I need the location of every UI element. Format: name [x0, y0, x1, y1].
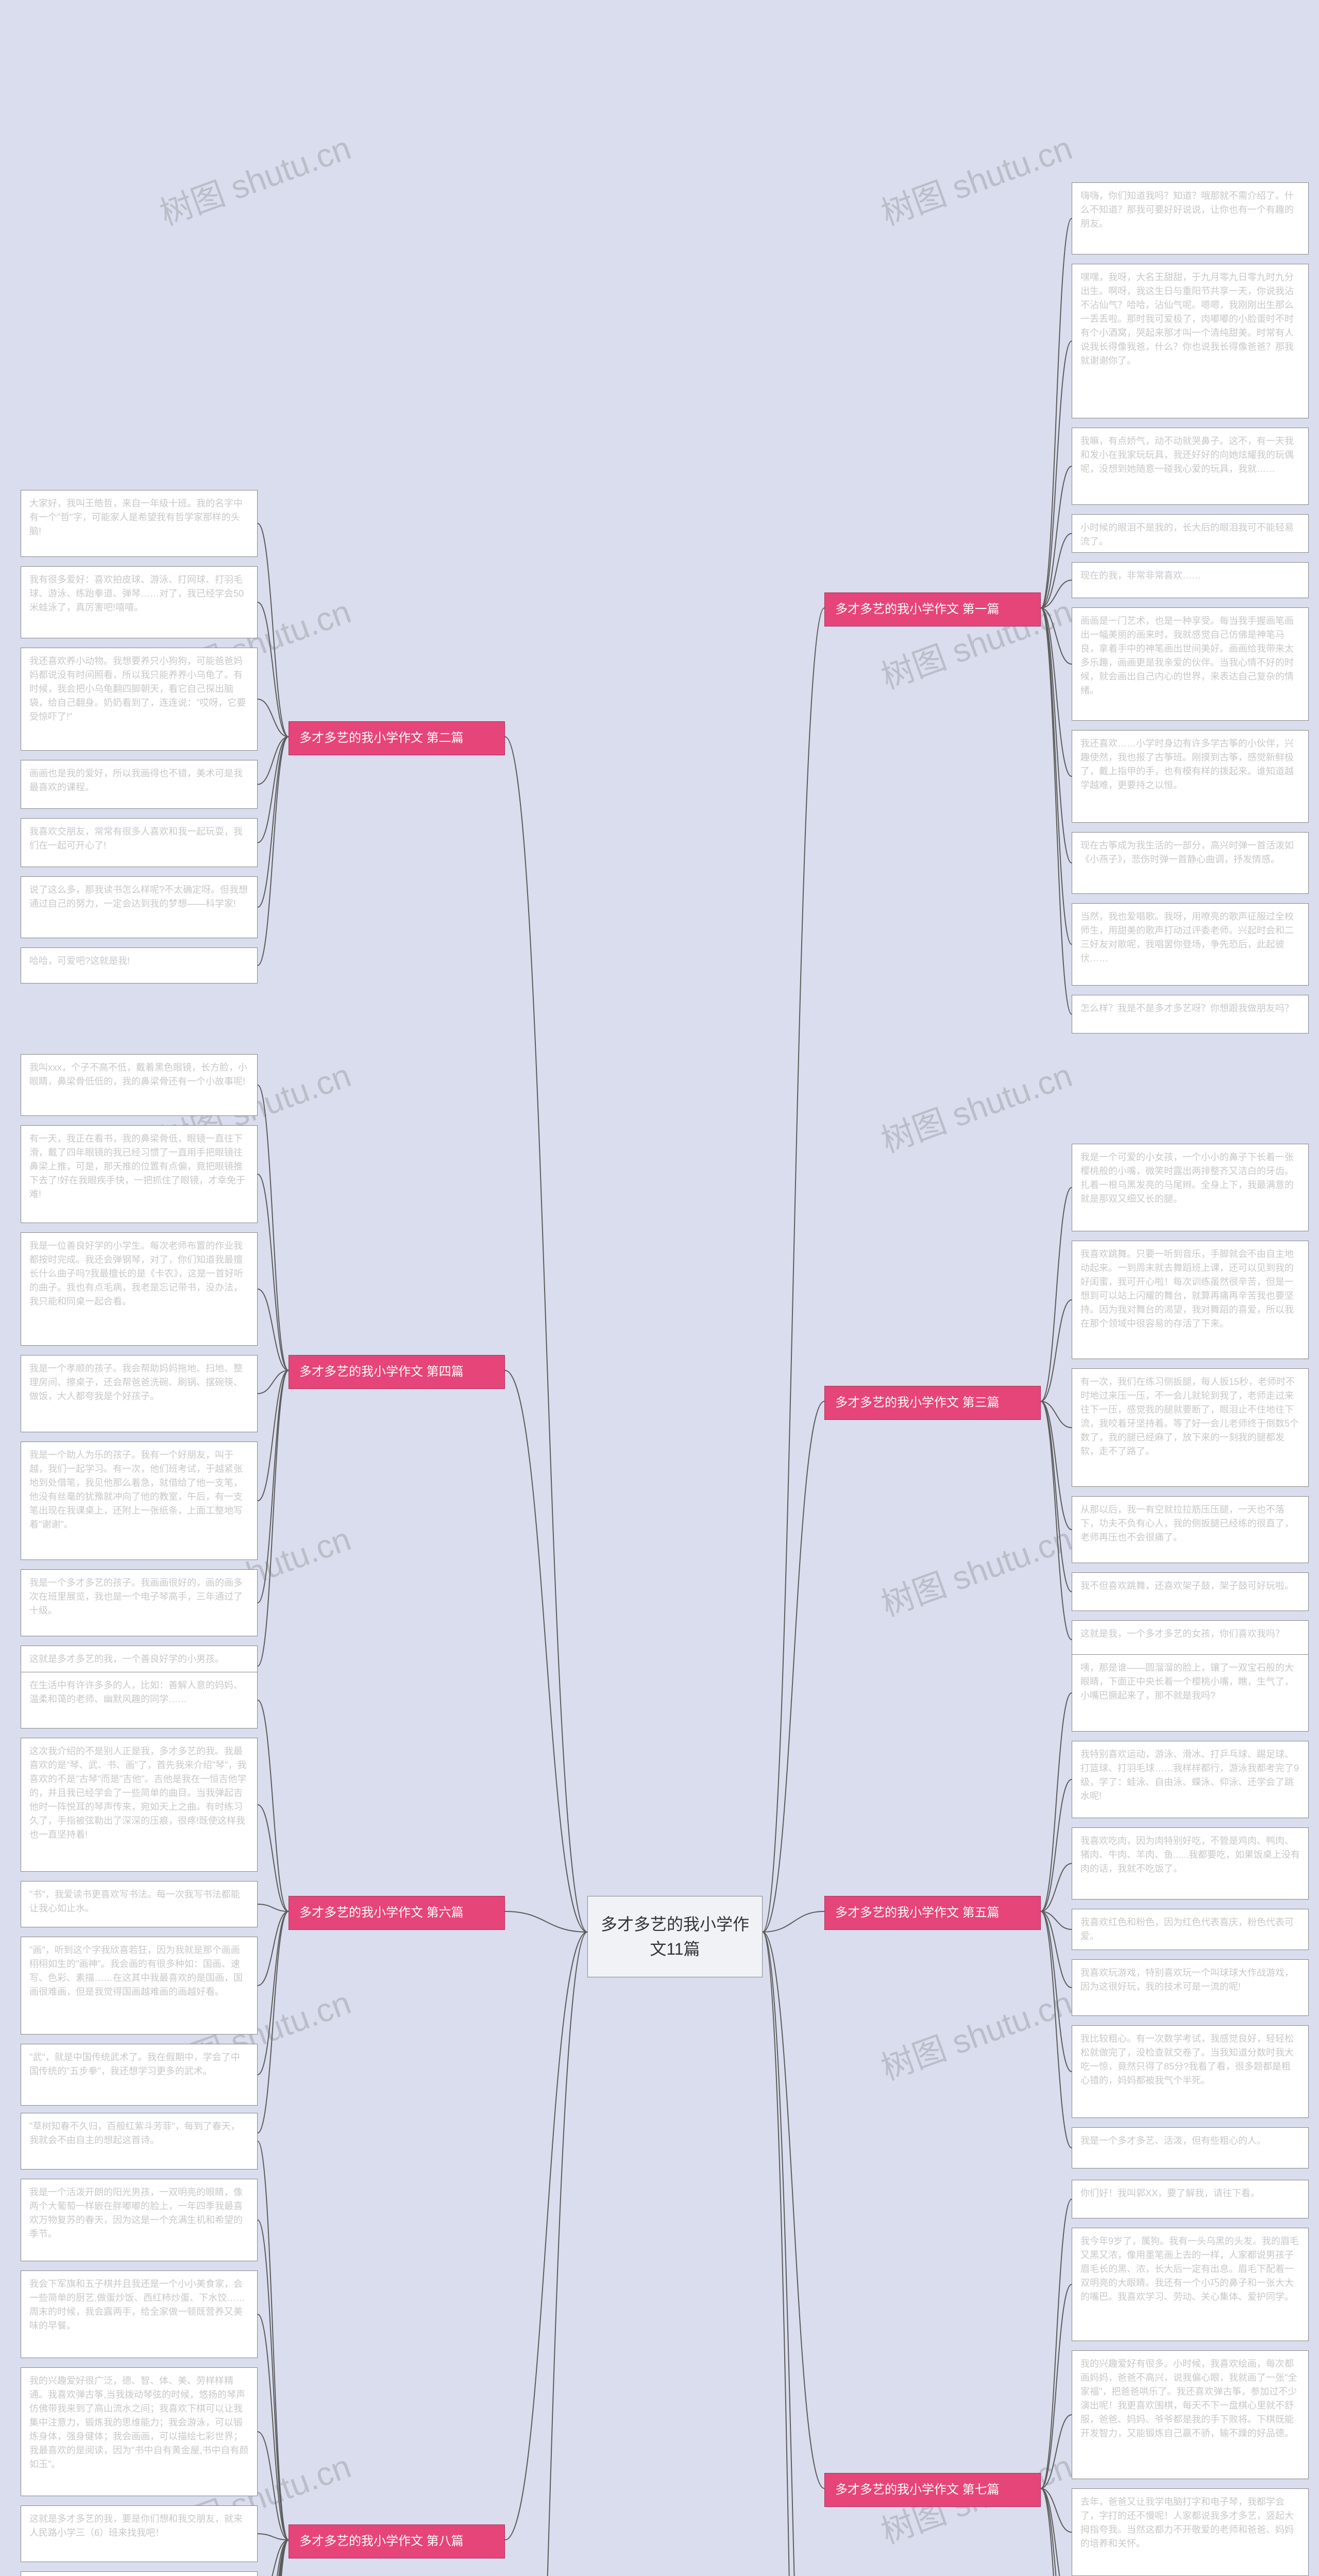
root-node[interactable]: 多才多艺的我小学作文11篇 — [587, 1896, 763, 1977]
paragraph-node: 当然，我也爱唱歌。我呀，用嘹亮的歌声征服过全校师生，用甜美的歌声打动过评委老师。… — [1072, 903, 1309, 986]
branch-node[interactable]: 多才多艺的我小学作文 第五篇 — [824, 1896, 1041, 1930]
branch-node[interactable]: 多才多艺的我小学作文 第六篇 — [289, 1896, 505, 1930]
paragraph-node: 去年，爸爸又让我学电脑打字和电子琴，我都学会了，字打的还不慢呢！人家都说我多才多… — [1072, 2488, 1309, 2576]
watermark: 树图 shutu.cn — [874, 122, 1078, 234]
paragraph-node: 我喜欢跳舞。只要一听到音乐，手脚就会不由自主地动起来。一到周末就去舞蹈班上课，还… — [1072, 1241, 1309, 1359]
paragraph-node: 我嘛，有点娇气，动不动就哭鼻子。这不，有一天我和发小在我家玩玩具，我还好好的向她… — [1072, 428, 1309, 505]
paragraph-node: "画"，听到这个字我欣喜若狂，因为我就是那个画画栩栩如生的"画神"。我会画的有很… — [21, 1937, 258, 2035]
paragraph-node: "武"，就是中国传统武术了。我在假期中，学会了中国传统的"五步拳"，我还想学习更… — [21, 2044, 258, 2106]
paragraph-node: 小时候的眼泪不是我的，长大后的眼泪我可不能轻易流了。 — [1072, 514, 1309, 553]
paragraph-node: 我是一个助人为乐的孩子。我有一个好朋友，叫于越，我们一起学习。有一次，他们班考试… — [21, 1442, 258, 1560]
branch-node[interactable]: 多才多艺的我小学作文 第八篇 — [289, 2524, 505, 2558]
paragraph-node: 我的兴趣爱好很广泛，德、智、体、美、劳样样精通。我喜欢弹古筝,当我拨动琴弦的时候… — [21, 2367, 258, 2496]
paragraph-node: 我喜欢吃肉，因为肉特别好吃，不管是鸡肉、鸭肉、猪肉、牛肉、羊肉、鱼......我… — [1072, 1827, 1309, 1900]
watermark: 树图 shutu.cn — [153, 122, 357, 234]
paragraph-node: 我有很多爱好：喜欢拍皮球、游泳、打网球、打羽毛球、游泳、练跆拳道、弹琴……对了，… — [21, 566, 258, 638]
watermark: 树图 shutu.cn — [874, 1976, 1078, 2089]
paragraph-node: 怎么样？我是不是多才多艺呀？你想跟我做朋友吗？ — [1072, 995, 1309, 1033]
branch-node[interactable]: 多才多艺的我小学作文 第一篇 — [824, 592, 1041, 626]
paragraph-node: 我是一位善良好学的小学生。每次老师布置的作业我都按时完成。我还会弹钢琴，对了，你… — [21, 1232, 258, 1346]
paragraph-node: 我是一个活泼开朗的阳光男孩，一双明亮的眼睛，像两个大葡萄一样嵌在胖嘟嘟的脸上，一… — [21, 2179, 258, 2261]
paragraph-node: 我是一个孝顺的孩子。我会帮助妈妈拖地、扫地、整理房间、擦桌子，还会帮爸爸洗碗、刷… — [21, 1355, 258, 1432]
watermark: 树图 shutu.cn — [874, 1513, 1078, 1625]
paragraph-node: "草树知春不久归，百般红紫斗芳菲"，每到了春天，我就会不由自主的想起这首诗。 — [21, 2113, 258, 2170]
branch-node[interactable]: 多才多艺的我小学作文 第七篇 — [824, 2473, 1041, 2507]
paragraph-node: 我喜欢交朋友，常常有很多人喜欢和我一起玩耍，我们在一起可开心了! — [21, 818, 258, 867]
paragraph-node: 我还喜欢……小学时身边有许多学古筝的小伙伴，兴趣使然，我也报了古筝班。刚摸到古筝… — [1072, 730, 1309, 823]
paragraph-node: 我不但喜欢跳舞，还喜欢架子鼓，架子鼓可好玩啦。 — [1072, 1572, 1309, 1611]
paragraph-node: 这就是我，一个多才多艺的女孩，你们喜欢我吗？ — [1072, 1620, 1309, 1659]
branch-node[interactable]: 多才多艺的我小学作文 第三篇 — [824, 1386, 1041, 1420]
paragraph-node: 我的兴趣爱好有很多。小时候，我喜欢绘画，每次都画妈妈，爸爸不高兴，说我偏心眼，我… — [1072, 2350, 1309, 2479]
paragraph-node: 咦，那是谁——圆溜溜的脸上，镶了一双宝石般的大眼睛，下面正中央长着一个樱桃小嘴，… — [1072, 1654, 1309, 1732]
paragraph-node: 现在的我，非常非常喜欢…… — [1072, 562, 1309, 598]
paragraph-node: 我有一个妹妹，她很调皮，很可爱，也很讨人喜欢，别看她年纪小小的才三岁，可是她人小… — [21, 2571, 258, 2576]
paragraph-node: 我今年9岁了，属狗。我有一头乌黑的头发。我的眉毛又黑又浓，像用墨笔画上去的一样，… — [1072, 2228, 1309, 2341]
mindmap-canvas: 树图 shutu.cn 树图 shutu.cn 树图 shutu.cn 树图 shut… — [0, 0, 1319, 2576]
paragraph-node: 我比较粗心。有一次数学考试，我感觉良好，轻轻松松就做完了，没检查就交卷了。当我知… — [1072, 2025, 1309, 2118]
paragraph-node: 大家好，我叫王皓哲，来自一年级十班。我的名字中有一个"哲"字，可能家人是希望我有… — [21, 490, 258, 557]
paragraph-node: 哈哈，可爱吧?这就是我! — [21, 947, 258, 984]
paragraph-node: 我是一个多才多艺、活泼，但有些粗心的人。 — [1072, 2127, 1309, 2168]
paragraph-node: 画画是一门艺术，也是一种享受。每当我手握画笔画出一幅美丽的画来时，我就感觉自己仿… — [1072, 607, 1309, 721]
paragraph-node: 画画也是我的爱好，所以我画得也不错，美术可是我最喜欢的课程。 — [21, 760, 258, 809]
paragraph-node: 我叫xxx，个子不高不低，戴着黑色眼镜，长方脸，小眼睛，鼻梁骨低低的，我的鼻梁骨… — [21, 1054, 258, 1116]
paragraph-node: 现在古筝成为我生活的一部分，高兴时弹一首活泼如《小燕子》，悲伤时弹一首静心曲调，… — [1072, 832, 1309, 894]
branch-node[interactable]: 多才多艺的我小学作文 第四篇 — [289, 1355, 505, 1389]
paragraph-node: 在生活中有许许多多的人，比如：善解人意的妈妈、温柔和蔼的老师、幽默风趣的同学…… — [21, 1672, 258, 1728]
paragraph-node: 我会下军旗和五子棋并且我还是一个小小美食家，会一些简单的厨艺,做蛋炒饭、西红柿炒… — [21, 2270, 258, 2358]
branch-node[interactable]: 多才多艺的我小学作文 第二篇 — [289, 721, 505, 755]
paragraph-node: 这次我介绍的不是别人正是我，多才多艺的我。我最喜欢的是"琴、武、书、画"了，首先… — [21, 1738, 258, 1872]
watermark: 树图 shutu.cn — [874, 1049, 1078, 1162]
paragraph-node: 嘿嘿，我呀，大名王甜甜，于九月零九日零九时九分出生。啊呀，我这生日与重阳节共享一… — [1072, 264, 1309, 418]
paragraph-node: 这就是多才多艺的我，要是你们想和我交朋友，就来人民路小学三（6）班来找我吧！ — [21, 2505, 258, 2562]
paragraph-node: 我是一个多才多艺的孩子。我画画很好的，画的画多次在班里展览，我也是一个电子琴高手… — [21, 1569, 258, 1636]
paragraph-node: 有一次，我们在练习侧扳腿，每人扳15秒，老师时不时地过来压一压，不一会儿就轮到我… — [1072, 1368, 1309, 1487]
paragraph-node: 说了这么多，那我读书怎么样呢?不太确定呀。但我想通过自己的努力，一定会达到我的梦… — [21, 876, 258, 938]
paragraph-node: 我还喜欢养小动物。我想要养只小狗狗，可能爸爸妈妈都说没有时间照看，所以我只能养养… — [21, 648, 258, 751]
paragraph-node: "书"，我爱读书更喜欢写书法。每一次我写书法都能让我心如止水。 — [21, 1881, 258, 1927]
paragraph-node: 我喜欢红色和粉色，因为红色代表喜庆，粉色代表可爱。 — [1072, 1909, 1309, 1950]
paragraph-node: 我喜欢玩游戏，特别喜欢玩一个叫球球大作战游戏，因为这很好玩，我的技术可是一流的呢… — [1072, 1959, 1309, 2016]
paragraph-node: 有一天，我正在看书，我的鼻梁骨低，眼镜一直往下滑，戴了四年眼镜的我已经习惯了一直… — [21, 1125, 258, 1223]
paragraph-node: 我特别喜欢运动，游泳、滑冰、打乒乓球、踢足球、打篮球、打羽毛球……我样样都行，游… — [1072, 1741, 1309, 1818]
paragraph-node: 嗨嗨，你们知道我吗？知道？哦那就不需介绍了。什么不知道？那我可要好好说说，让你也… — [1072, 182, 1309, 255]
paragraph-node: 从那以后，我一有空就拉拉筋压压腿，一天也不落下，功夫不负有心人，我的侧扳腿已经练… — [1072, 1496, 1309, 1563]
paragraph-node: 你们好！我叫郭XX，要了解我，请往下看。 — [1072, 2180, 1309, 2218]
paragraph-node: 我是一个可爱的小女孩，一个小小的鼻子下长着一张樱桃般的小嘴，微笑时露出两排整齐又… — [1072, 1144, 1309, 1231]
